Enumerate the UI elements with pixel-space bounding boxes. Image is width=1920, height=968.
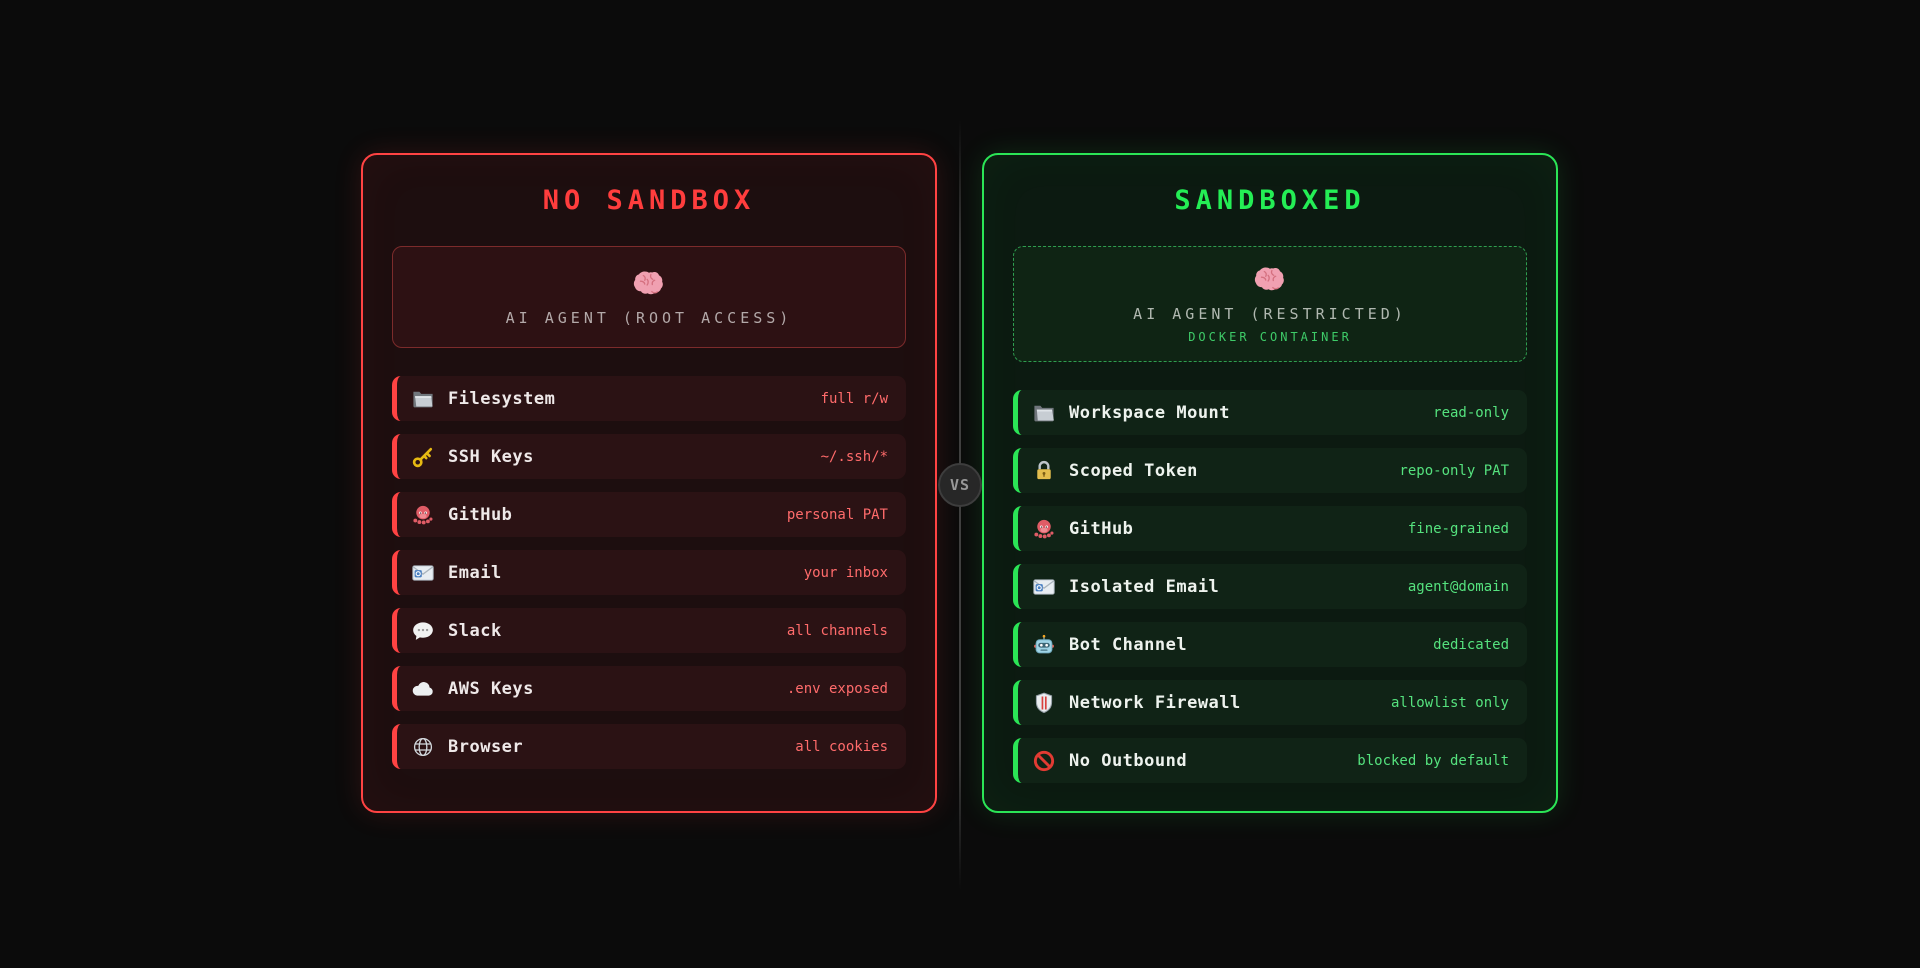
list-item: Email your inbox (392, 550, 906, 595)
list-item: Isolated Email agent@domain (1013, 564, 1527, 609)
list-item: Bot Channel dedicated (1013, 622, 1527, 667)
agent-box-root-access: AI AGENT (ROOT ACCESS) (392, 246, 906, 348)
no-sandbox-title: NO SANDBOX (542, 185, 756, 216)
shield-icon (1032, 691, 1056, 715)
list-item: Network Firewall allowlist only (1013, 680, 1527, 725)
list-item: AWS Keys .env exposed (392, 666, 906, 711)
open-folder-icon (1032, 401, 1056, 425)
list-item: Filesystem full r/w (392, 376, 906, 421)
email-icon (1032, 575, 1056, 599)
speech-bubble-icon (411, 619, 435, 643)
email-icon (411, 561, 435, 585)
cloud-icon (411, 677, 435, 701)
list-item: No Outbound blocked by default (1013, 738, 1527, 783)
robot-icon (1032, 633, 1056, 657)
no-sandbox-panel: NO SANDBOX AI AGENT (ROOT ACCESS) Filesy… (361, 153, 937, 813)
key-icon (411, 445, 435, 469)
vs-badge-label: VS (949, 476, 971, 494)
no-sandbox-item-list: Filesystem full r/w SSH Keys ~/.ssh/* Gi… (392, 376, 906, 769)
list-item: Slack all channels (392, 608, 906, 653)
sandboxed-title: SANDBOXED (1174, 185, 1366, 216)
brain-icon (632, 268, 666, 302)
sandboxed-panel: SANDBOXED AI AGENT (RESTRICTED) DOCKER C… (982, 153, 1558, 813)
brain-icon (1253, 264, 1287, 298)
list-item: GitHub fine-grained (1013, 506, 1527, 551)
agent-label: AI AGENT (RESTRICTED) (1133, 305, 1407, 323)
lock-icon (1032, 459, 1056, 483)
list-item: GitHub personal PAT (392, 492, 906, 537)
list-item: Workspace Mount read-only (1013, 390, 1527, 435)
octopus-icon (411, 503, 435, 527)
folder-icon (411, 387, 435, 411)
list-item: SSH Keys ~/.ssh/* (392, 434, 906, 479)
globe-icon (411, 735, 435, 759)
agent-label: AI AGENT (ROOT ACCESS) (505, 308, 793, 327)
list-item: Scoped Token repo-only PAT (1013, 448, 1527, 493)
octopus-icon (1032, 517, 1056, 541)
sandboxed-item-list: Workspace Mount read-only Scoped Token r… (1013, 390, 1527, 783)
agent-sublabel: DOCKER CONTAINER (1188, 330, 1352, 344)
list-item: Browser all cookies (392, 724, 906, 769)
vs-badge: VS (938, 463, 982, 507)
no-entry-icon (1032, 749, 1056, 773)
agent-box-restricted: AI AGENT (RESTRICTED) DOCKER CONTAINER (1013, 246, 1527, 362)
